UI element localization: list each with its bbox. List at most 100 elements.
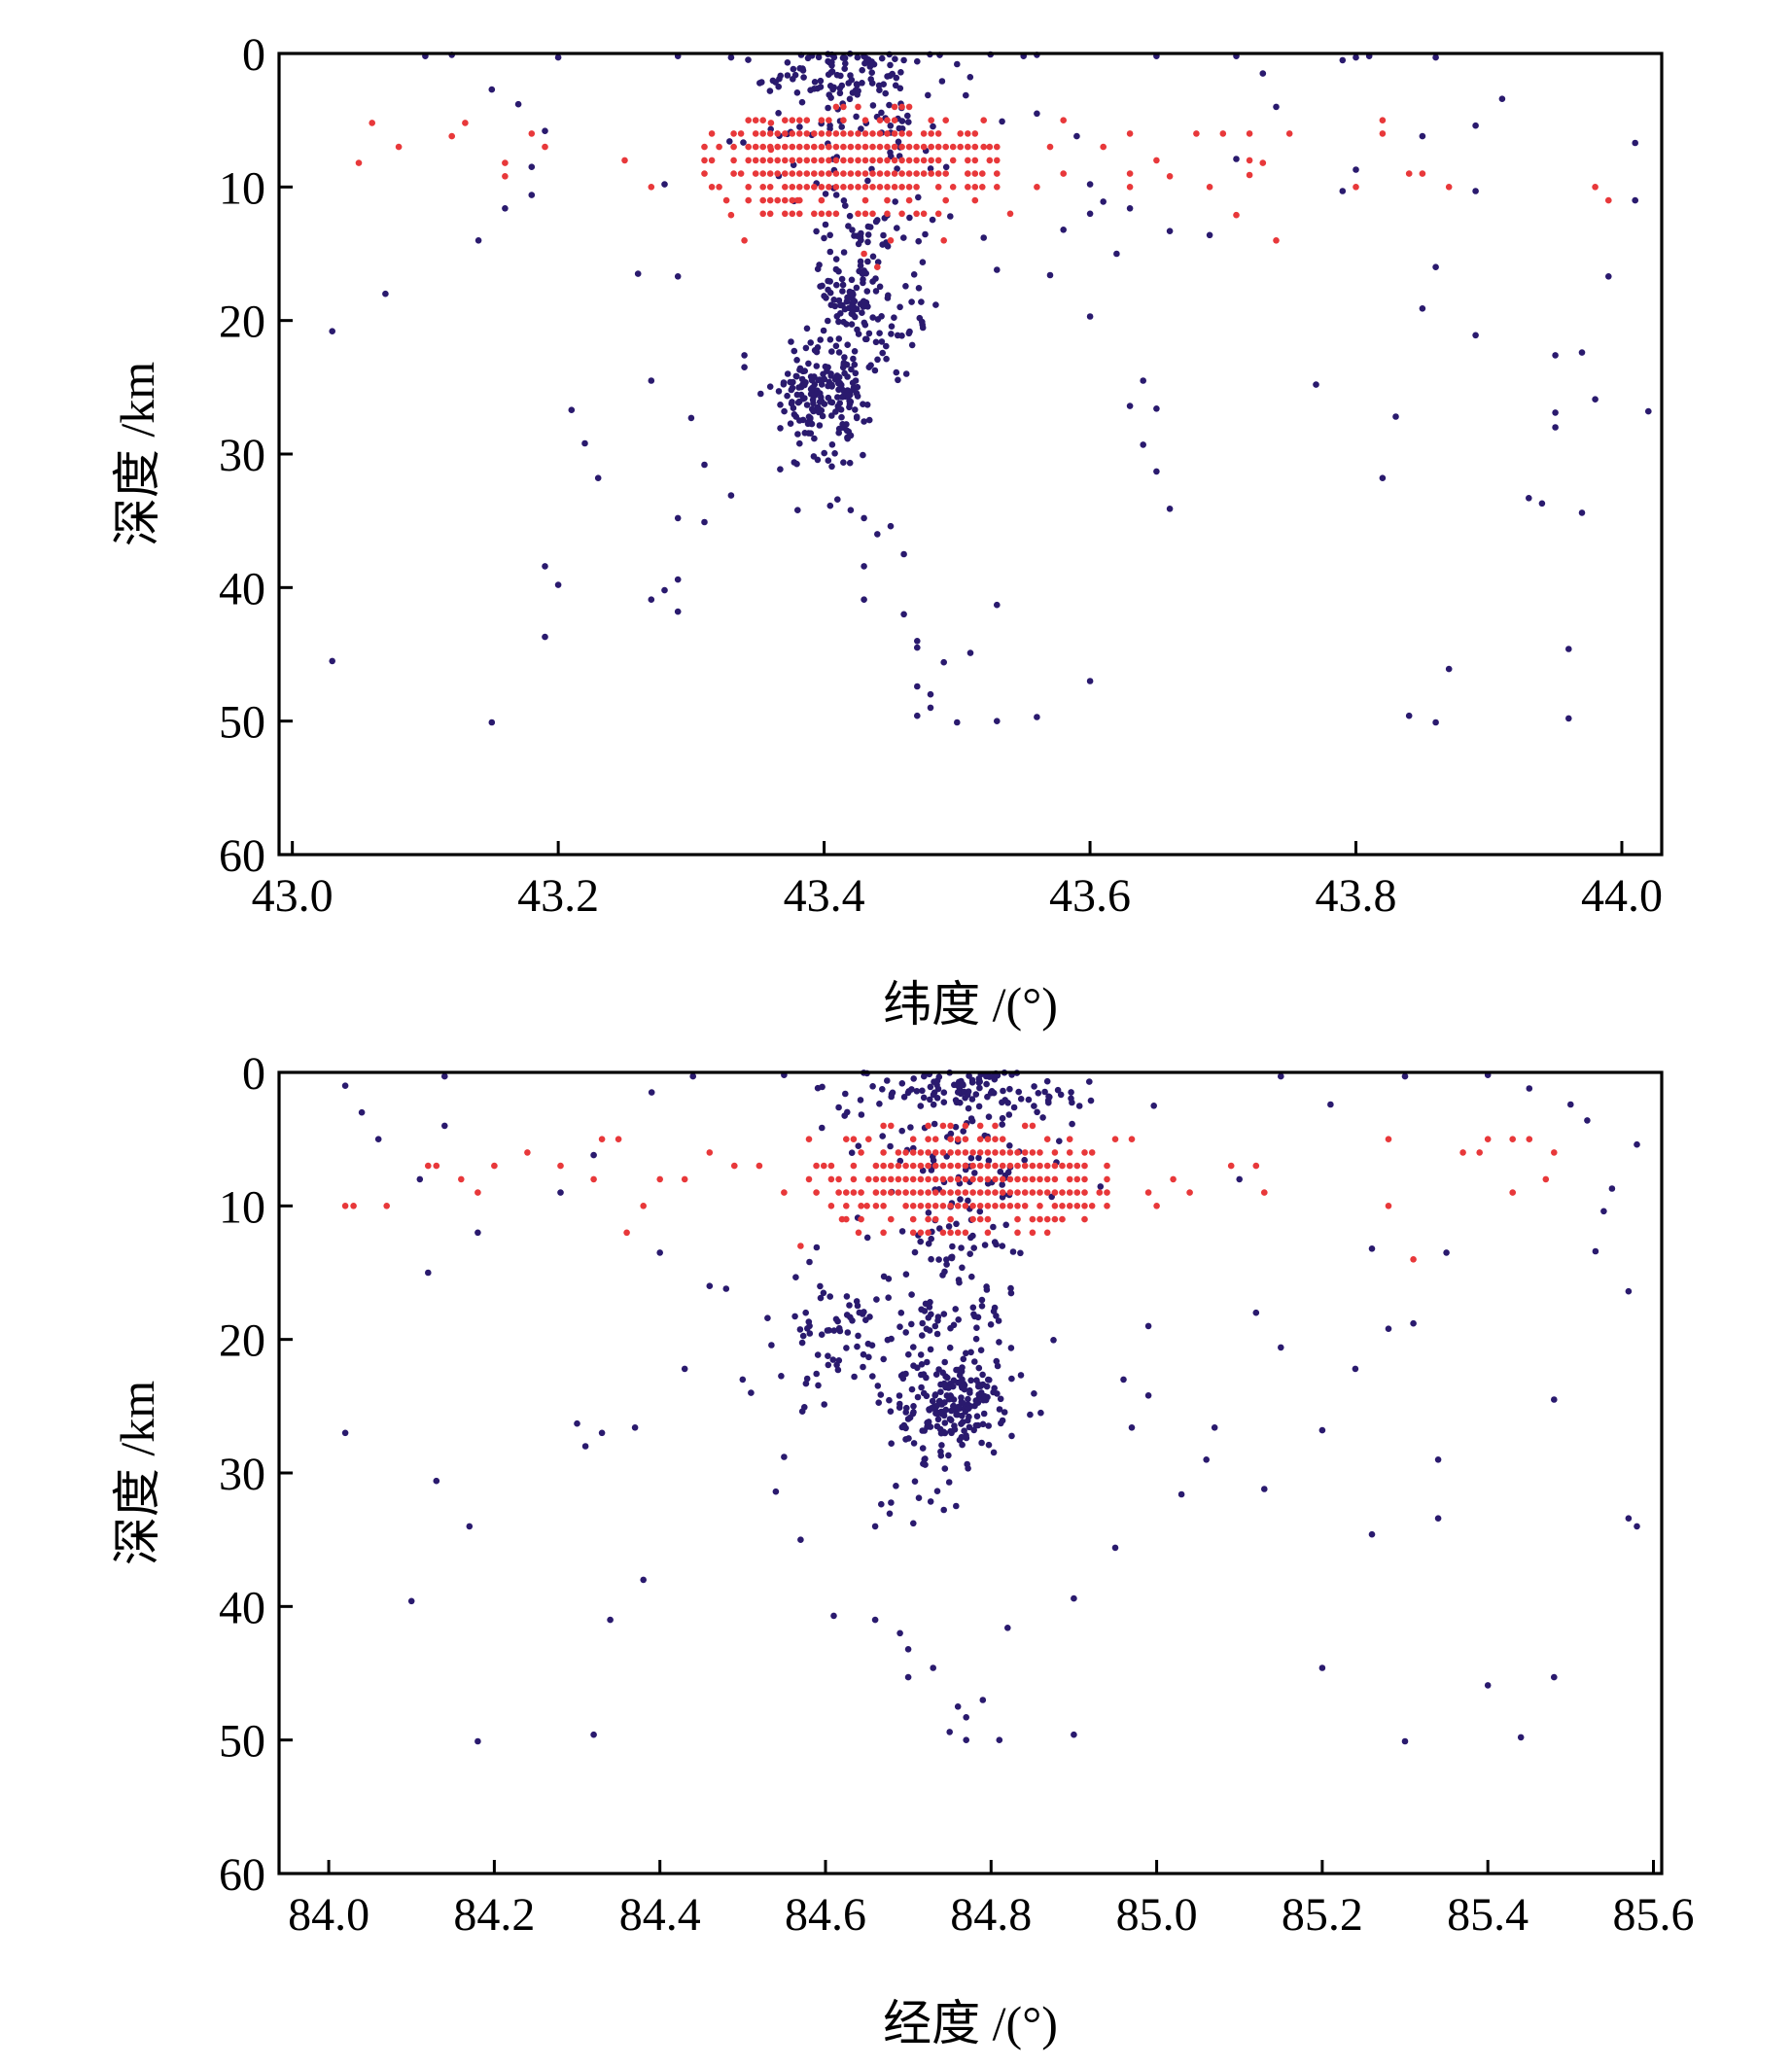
event-point [1050, 1337, 1057, 1344]
event-point [861, 514, 867, 522]
relocated-event-point [811, 143, 818, 151]
relocated-event-point [803, 143, 811, 151]
event-point [837, 72, 844, 80]
event-point [1073, 132, 1080, 140]
event-point [852, 406, 859, 413]
relocated-event-point [789, 130, 796, 137]
event-point [894, 332, 901, 339]
event-point [1434, 1456, 1442, 1463]
relocated-event-point [1100, 143, 1107, 151]
relocated-event-point [789, 143, 796, 151]
event-point [833, 1361, 840, 1369]
event-point [999, 1243, 1006, 1249]
event-point [857, 258, 864, 265]
relocated-event-point [855, 130, 861, 137]
relocated-event-point [847, 130, 855, 137]
event-point [914, 712, 921, 719]
event-point [914, 1393, 922, 1401]
event-point [768, 1342, 775, 1349]
relocated-event-point [1126, 184, 1134, 191]
event-point [865, 416, 873, 424]
event-point [872, 288, 880, 295]
event-point [1608, 1185, 1616, 1192]
event-point [914, 638, 921, 645]
event-point [1046, 271, 1054, 279]
event-point [841, 54, 849, 62]
event-point [940, 1099, 948, 1105]
event-point [834, 404, 842, 411]
relocated-event-point [976, 1122, 984, 1130]
relocated-event-point [1285, 130, 1293, 137]
event-point [640, 1576, 647, 1584]
relocated-event-point [942, 117, 949, 123]
relocated-event-point [1014, 1149, 1021, 1156]
y-tick-label: 10 [219, 162, 265, 214]
relocated-event-point [1037, 1149, 1043, 1156]
event-point [991, 1075, 999, 1083]
relocated-event-point [789, 196, 796, 204]
event-point [1472, 332, 1479, 339]
event-point [954, 1089, 962, 1096]
event-point [1252, 1309, 1260, 1316]
event-point [975, 1103, 983, 1110]
relocated-event-point [847, 184, 855, 191]
event-point [1552, 352, 1559, 359]
relocated-event-point [782, 130, 789, 137]
event-point [937, 1429, 945, 1437]
event-point [942, 1373, 949, 1380]
relocated-event-point [745, 117, 752, 123]
event-point [1010, 1104, 1018, 1111]
event-point [869, 314, 876, 321]
event-point [1031, 1390, 1037, 1397]
event-point [883, 342, 890, 350]
event-point [794, 399, 802, 406]
relocated-event-point [818, 196, 826, 204]
event-point [872, 338, 880, 346]
relocated-event-point [1081, 1162, 1088, 1170]
event-point [937, 1381, 944, 1388]
event-point [1273, 103, 1280, 111]
relocated-event-point [1073, 1162, 1081, 1170]
event-point [813, 1370, 820, 1378]
relocated-event-point [803, 184, 811, 191]
relocated-event-point [920, 170, 928, 177]
event-point [892, 198, 898, 205]
event-point [807, 386, 815, 393]
event-point [910, 1075, 917, 1082]
relocated-event-point [984, 1203, 992, 1209]
relocated-event-point [1246, 157, 1253, 164]
event-point [726, 138, 733, 145]
relocated-event-point [818, 143, 826, 151]
relocated-event-point [962, 1136, 969, 1142]
event-point [946, 1416, 954, 1422]
relocated-event-point [940, 237, 947, 244]
relocated-event-point [590, 1175, 597, 1183]
x-tick-label: 43.8 [1316, 870, 1397, 922]
event-point [661, 181, 668, 188]
relocated-event-point [474, 1189, 481, 1196]
relocated-event-point [782, 184, 789, 191]
event-point [958, 1394, 965, 1401]
event-point [932, 1410, 939, 1417]
event-point [900, 1421, 908, 1429]
event-point [574, 1419, 580, 1427]
relocated-event-point [934, 210, 942, 218]
relocated-event-point [1246, 130, 1253, 137]
relocated-event-point [880, 1229, 887, 1237]
event-point [382, 290, 389, 298]
event-point [758, 79, 765, 86]
relocated-event-point [716, 143, 722, 151]
event-point [963, 1432, 969, 1439]
relocated-event-point [835, 1189, 842, 1196]
event-point [959, 1441, 966, 1449]
relocated-event-point [1021, 1162, 1029, 1170]
longitude-axis-ticks: 84.0 84.2 84.4 84.6 84.8 85.0 85.2 85.4 85.6 0 10 2… [219, 1048, 1694, 1941]
event-point [843, 321, 850, 328]
event-point [966, 1423, 973, 1431]
relocated-event-point [1066, 1162, 1073, 1170]
event-point [963, 1736, 969, 1743]
relocated-event-point [716, 184, 722, 191]
relocated-event-point [917, 1189, 925, 1196]
relocated-event-point [905, 170, 913, 177]
event-point [780, 379, 788, 386]
